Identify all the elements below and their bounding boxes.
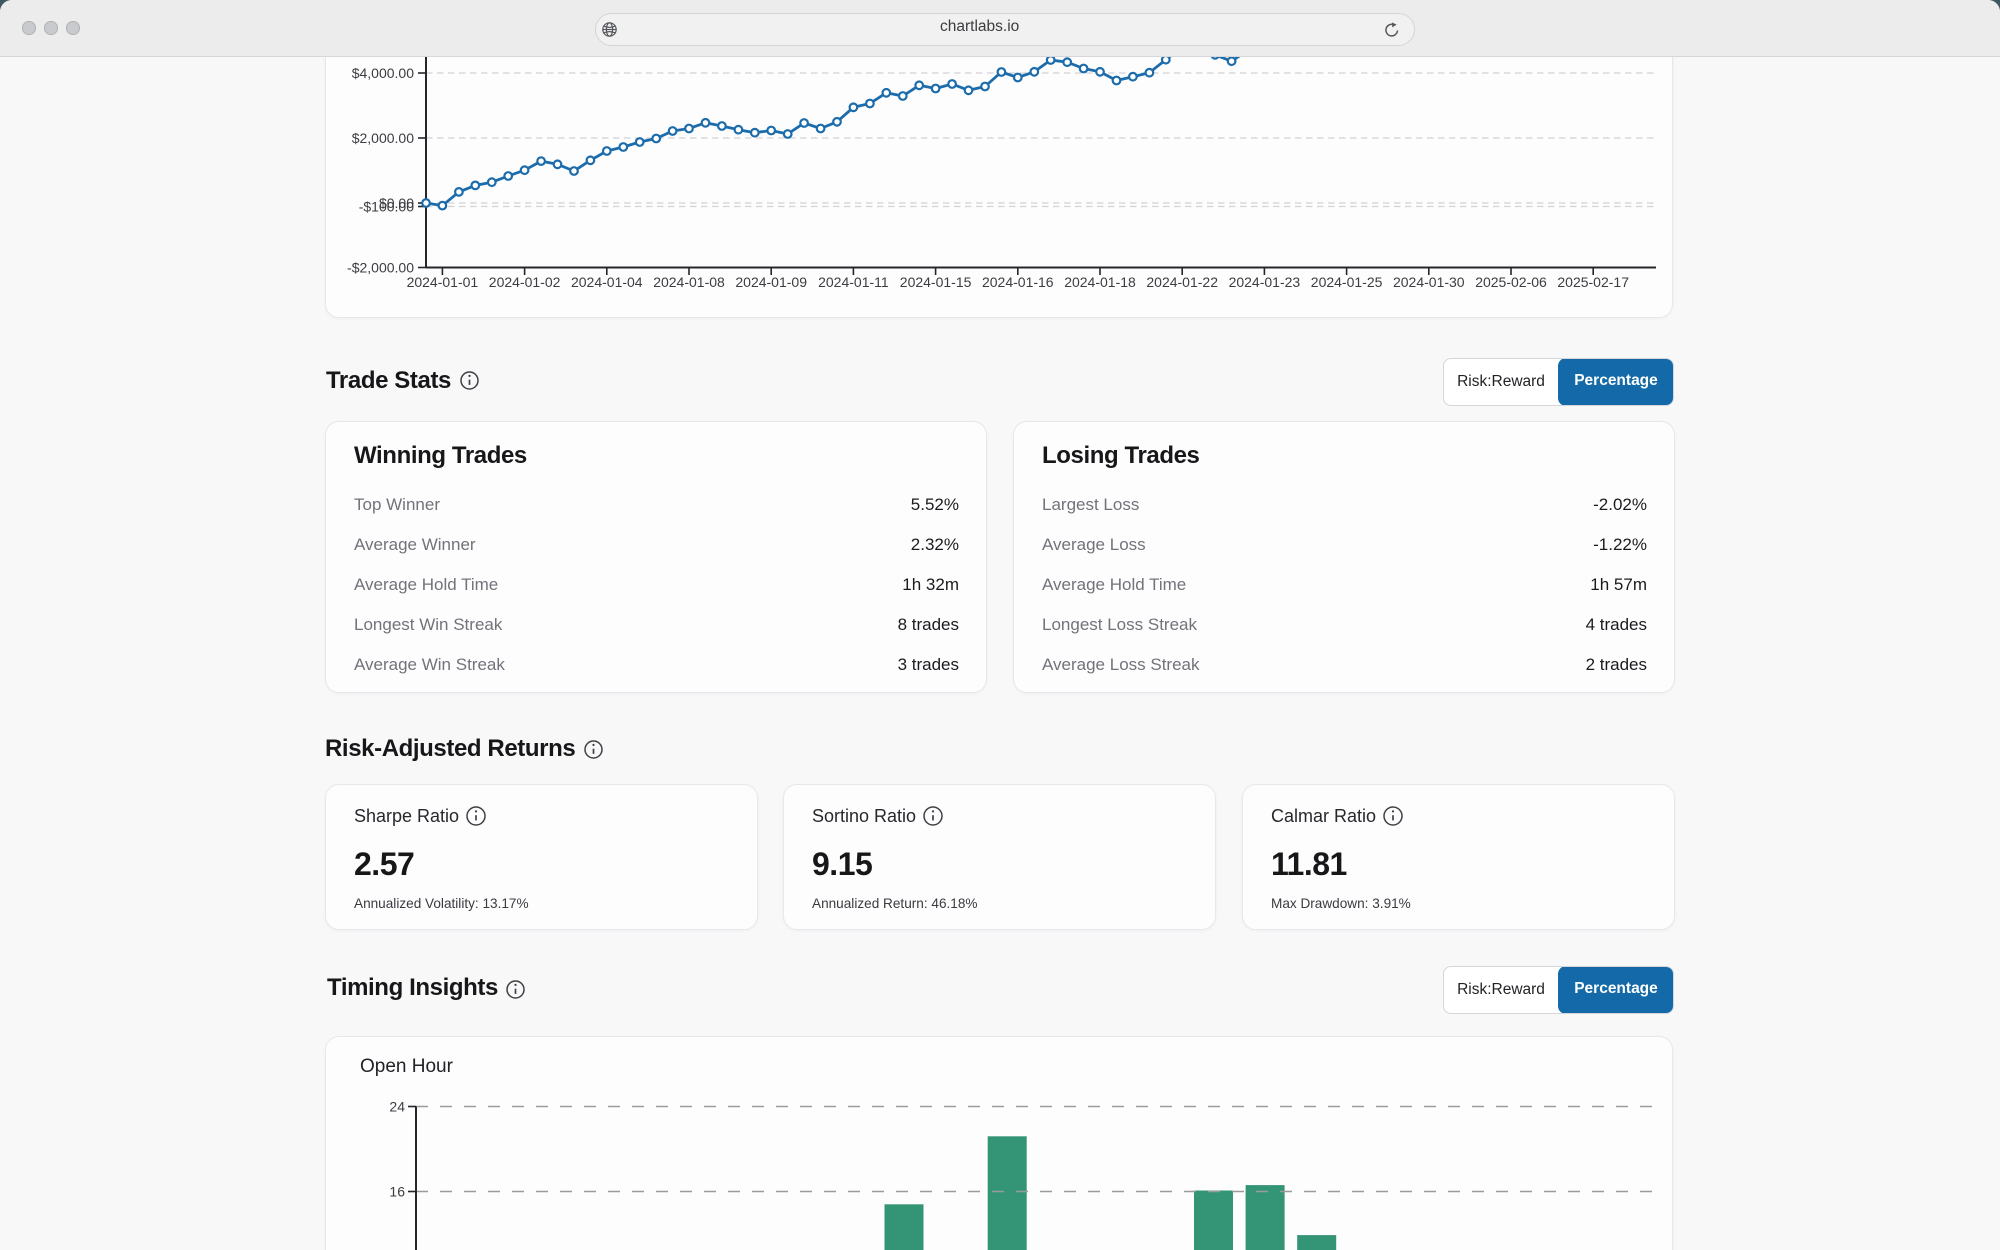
svg-text:$4,000.00: $4,000.00 bbox=[352, 65, 414, 81]
svg-text:2024-01-15: 2024-01-15 bbox=[900, 274, 972, 290]
svg-text:2024-01-11: 2024-01-11 bbox=[818, 274, 889, 290]
svg-text:2024-01-22: 2024-01-22 bbox=[1146, 274, 1218, 290]
svg-text:$2,000.00: $2,000.00 bbox=[352, 130, 414, 146]
svg-text:2024-01-30: 2024-01-30 bbox=[1393, 274, 1465, 290]
svg-text:-$100.00: -$100.00 bbox=[359, 199, 414, 215]
svg-text:2024-01-18: 2024-01-18 bbox=[1064, 274, 1136, 290]
svg-text:2024-01-02: 2024-01-02 bbox=[489, 274, 561, 290]
svg-text:-$2,000.00: -$2,000.00 bbox=[347, 260, 414, 276]
svg-text:2025-02-06: 2025-02-06 bbox=[1475, 274, 1547, 290]
svg-text:2024-01-04: 2024-01-04 bbox=[571, 274, 643, 290]
svg-text:$0.00: $0.00 bbox=[379, 195, 414, 211]
svg-text:2025-02-17: 2025-02-17 bbox=[1557, 274, 1629, 290]
svg-text:2024-01-09: 2024-01-09 bbox=[735, 274, 807, 290]
svg-text:16: 16 bbox=[389, 1183, 405, 1199]
svg-text:2024-01-08: 2024-01-08 bbox=[653, 274, 725, 290]
svg-text:2024-01-01: 2024-01-01 bbox=[407, 274, 479, 290]
svg-text:2024-01-16: 2024-01-16 bbox=[982, 274, 1054, 290]
svg-text:24: 24 bbox=[389, 1098, 405, 1114]
svg-text:2024-01-25: 2024-01-25 bbox=[1311, 274, 1383, 290]
svg-text:2024-01-23: 2024-01-23 bbox=[1229, 274, 1301, 290]
